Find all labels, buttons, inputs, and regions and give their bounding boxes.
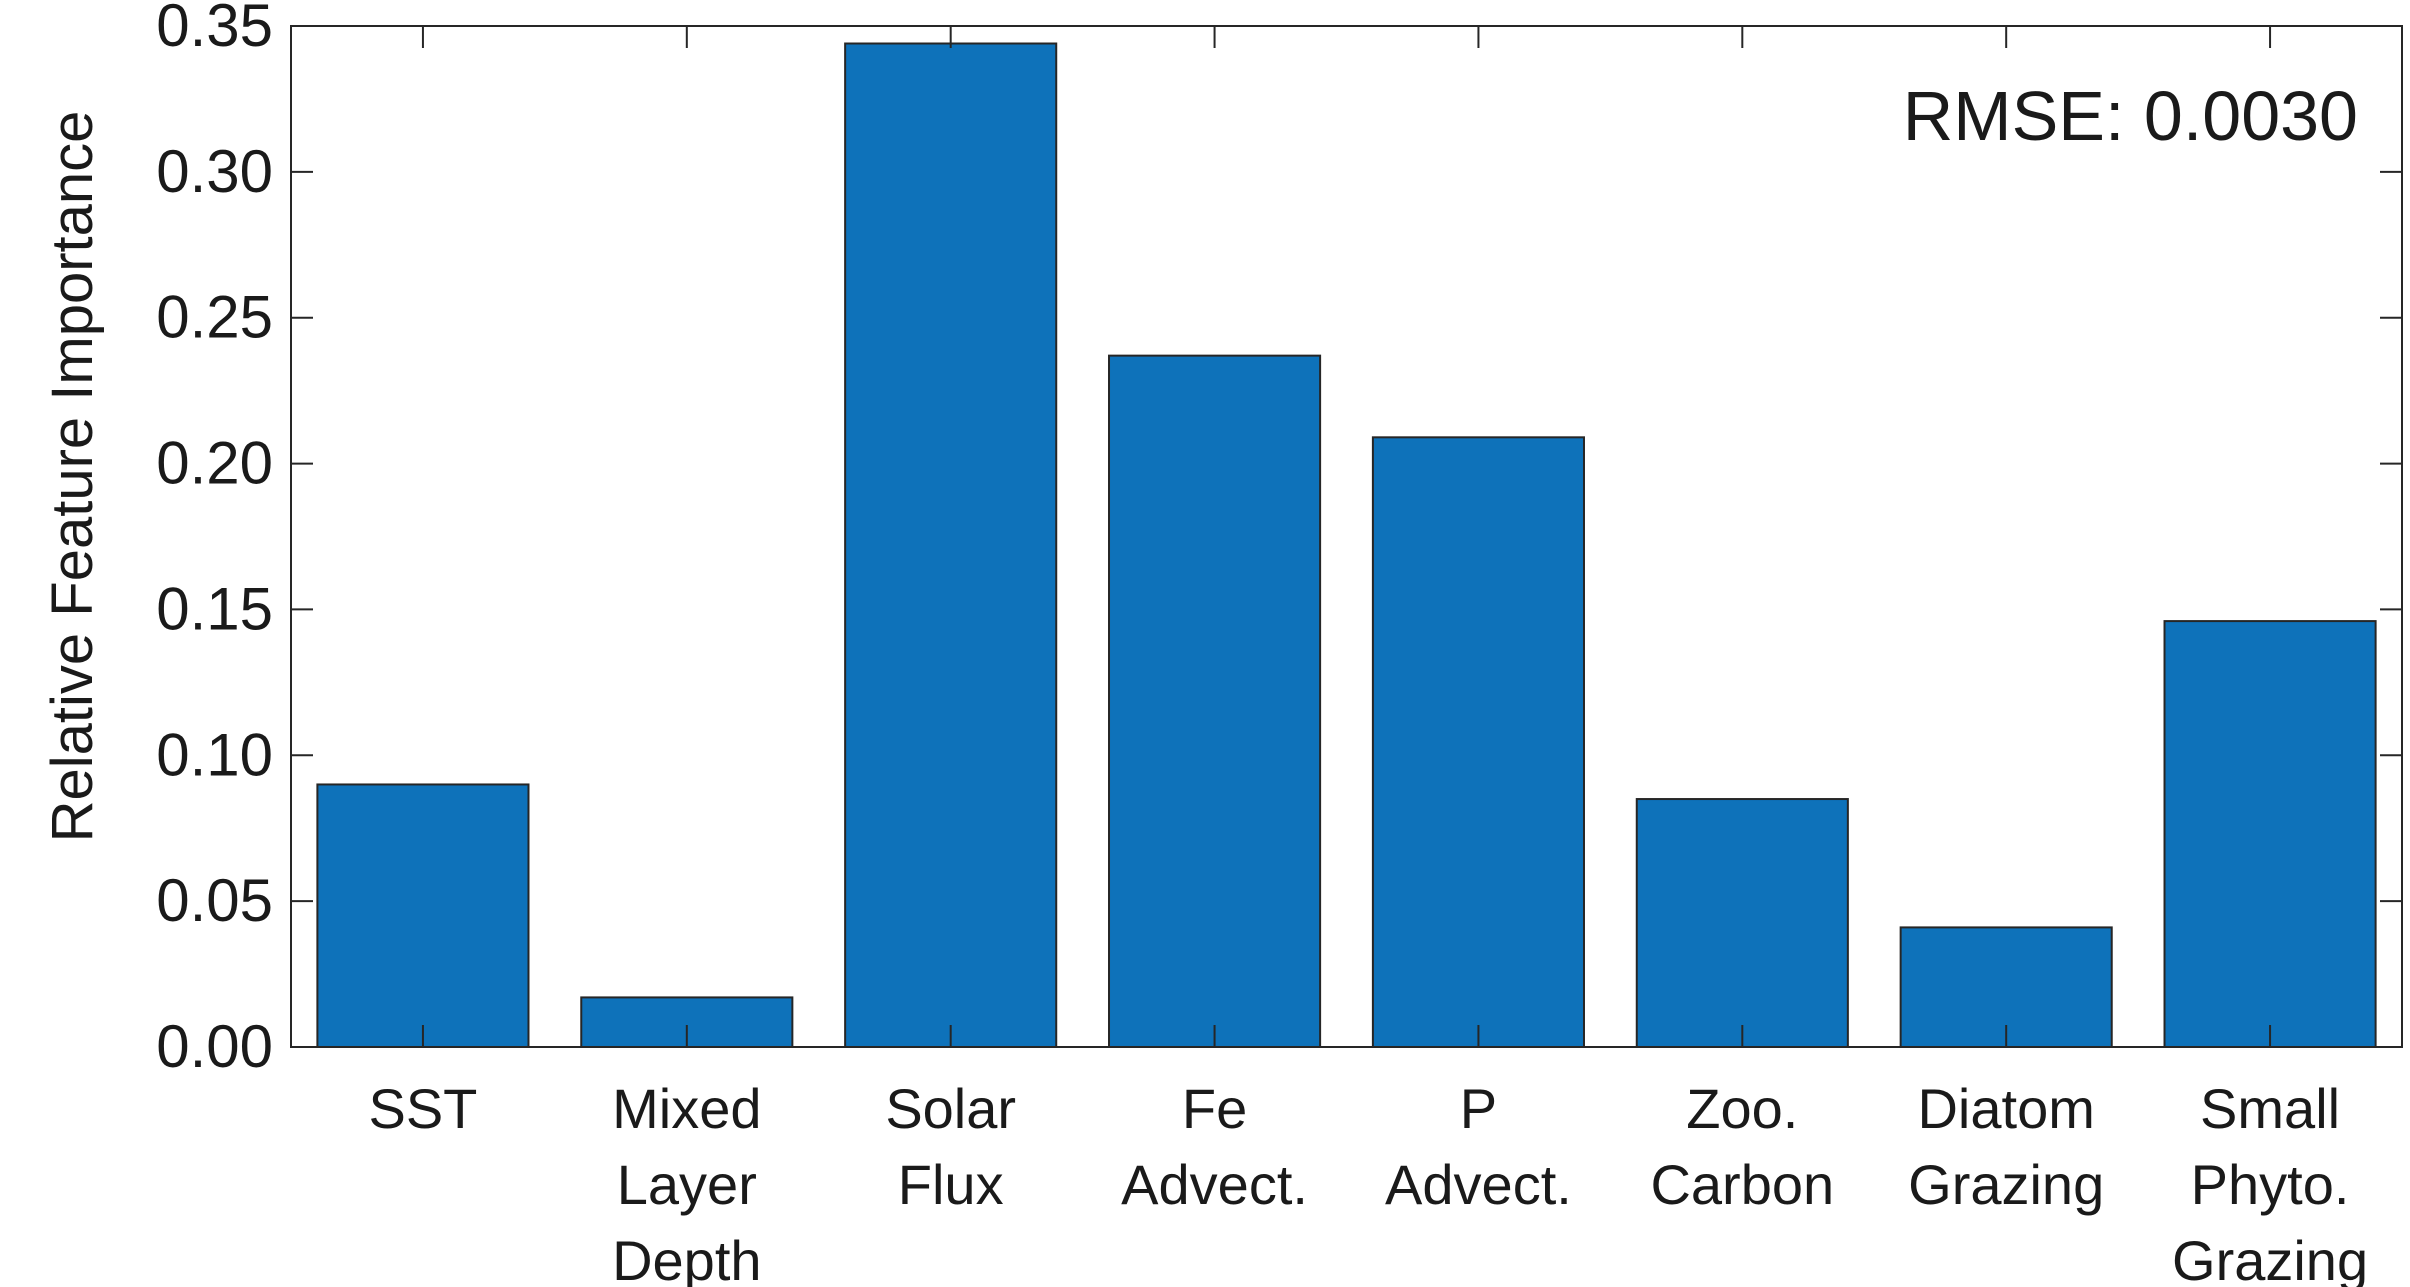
bar-7 [2163, 620, 2377, 1049]
y-axis-label: Relative Feature Importance [40, 111, 105, 843]
y-tick-label: 0.15 [156, 575, 273, 642]
y-tick-label: 0.00 [156, 1013, 273, 1080]
x-category-label: Small Phyto. Grazing [2172, 1077, 2368, 1287]
y-tick-labels: 0.00 0.05 0.10 0.15 0.20 0.25 0.30 0.35 [156, 0, 273, 1080]
x-category-label: Solar Flux [885, 1077, 1016, 1216]
bar-0 [316, 783, 530, 1048]
ticks-group [291, 25, 2402, 1048]
x-category-label: Zoo. Carbon [1650, 1077, 1834, 1216]
x-category-label: SST [368, 1077, 477, 1140]
x-category-label: Diatom Grazing [1908, 1077, 2104, 1216]
rmse-annotation: RMSE: 0.0030 [1903, 77, 2358, 155]
bar-4 [1371, 436, 1585, 1048]
x-tick-labels: SST Mixed Layer Depth Solar Flux Fe Advect. P Adv… [368, 1077, 2368, 1287]
x-category-label: Fe Advect. [1121, 1077, 1308, 1216]
y-tick-label: 0.20 [156, 430, 273, 497]
bar-2 [844, 42, 1058, 1048]
bar-3 [1108, 354, 1322, 1048]
y-tick-label: 0.30 [156, 138, 273, 205]
y-tick-label: 0.35 [156, 0, 273, 59]
x-category-label: Mixed Layer Depth [612, 1077, 761, 1287]
bar-5 [1635, 798, 1849, 1048]
bars-group [316, 42, 2377, 1049]
y-tick-label: 0.10 [156, 721, 273, 788]
y-tick-label: 0.25 [156, 284, 273, 351]
plot-frame [290, 25, 2403, 1048]
y-tick-label: 0.05 [156, 867, 273, 934]
x-category-label: P Advect. [1385, 1077, 1572, 1216]
